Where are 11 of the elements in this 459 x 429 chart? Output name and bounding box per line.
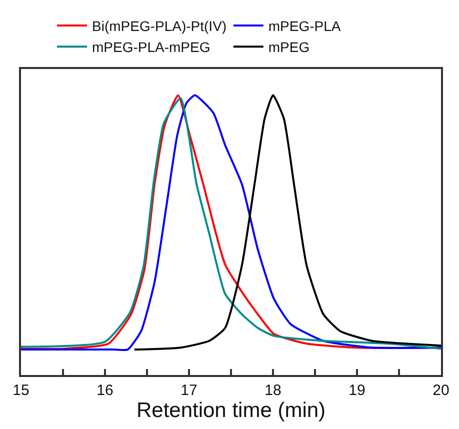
legend-label: Bi(mPEG-PLA)-Pt(IV) <box>92 18 227 34</box>
legend-label: mPEG-PLA-mPEG <box>92 39 210 56</box>
x-axis-title: Retention time (min) <box>136 399 326 422</box>
legend-label: mPEG-PLA <box>268 18 342 34</box>
x-tick-label: 18 <box>264 382 282 399</box>
x-tick-label: 19 <box>348 382 366 399</box>
x-tick-label: 17 <box>180 382 198 399</box>
x-tick-label: 20 <box>432 382 450 399</box>
x-tick-label: 16 <box>96 382 114 399</box>
x-tick-label: 15 <box>12 382 30 399</box>
legend-label: mPEG <box>268 39 310 56</box>
